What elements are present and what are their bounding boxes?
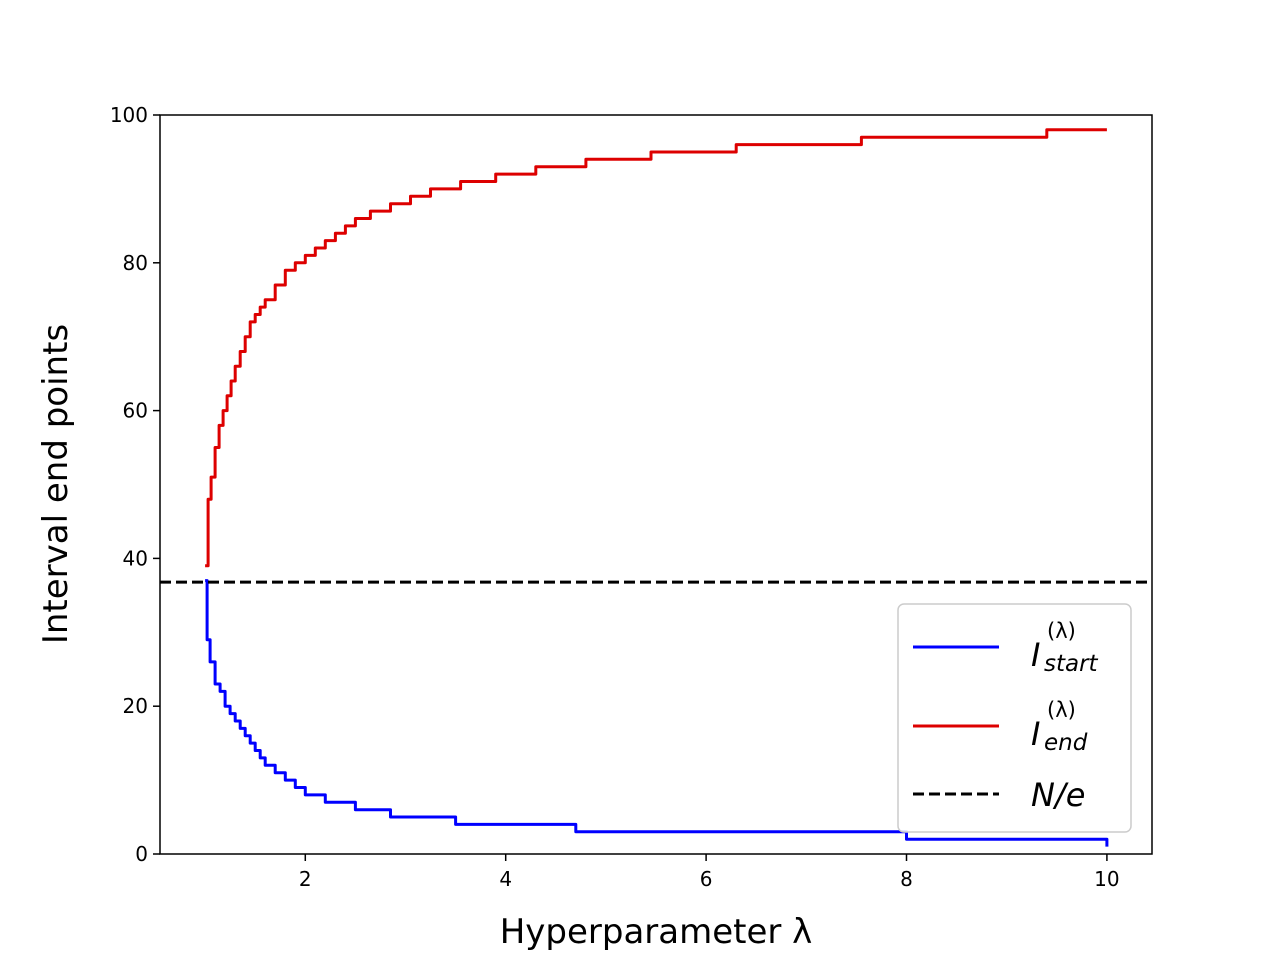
x-tick-label: 10 xyxy=(1094,867,1119,891)
x-tick-label: 2 xyxy=(299,867,312,891)
plot-area xyxy=(160,128,1152,847)
series-line-1 xyxy=(205,579,1109,847)
y-tick-label: 20 xyxy=(123,694,148,718)
x-tick-label: 8 xyxy=(900,867,913,891)
series-line-2 xyxy=(205,128,1107,568)
legend-label-subscript: end xyxy=(1044,730,1088,756)
y-tick-label: 40 xyxy=(123,546,148,570)
legend-box xyxy=(897,603,1132,833)
legend-label-2: I xyxy=(1031,715,1040,753)
x-tick-label: 6 xyxy=(700,867,713,891)
legend-label-1: I xyxy=(1031,636,1040,674)
x-tick-label: 4 xyxy=(499,867,512,891)
legend-label-superscript: (λ) xyxy=(1047,619,1076,643)
y-tick-label: 0 xyxy=(135,842,148,866)
legend-label-superscript: (λ) xyxy=(1047,698,1076,722)
y-axis-label: Interval end points xyxy=(36,324,76,644)
legend-label-subscript: start xyxy=(1044,651,1099,677)
y-tick-label: 100 xyxy=(110,103,148,127)
y-tick-label: 80 xyxy=(123,251,148,275)
y-tick-label: 60 xyxy=(123,399,148,423)
plot-frame xyxy=(159,114,1153,855)
x-axis-label: Hyperparameter λ xyxy=(500,912,813,952)
legend-label-3: N/e xyxy=(1031,776,1085,814)
